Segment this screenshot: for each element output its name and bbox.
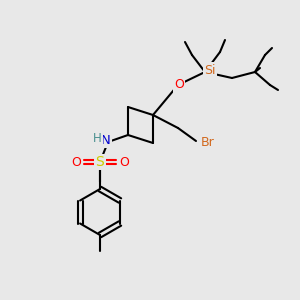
Text: O: O [174, 79, 184, 92]
Text: Si: Si [204, 64, 216, 76]
Text: S: S [96, 155, 104, 169]
Text: O: O [71, 155, 81, 169]
Text: H: H [93, 131, 102, 145]
Text: N: N [101, 134, 111, 146]
Text: Br: Br [201, 136, 215, 148]
Text: O: O [119, 155, 129, 169]
